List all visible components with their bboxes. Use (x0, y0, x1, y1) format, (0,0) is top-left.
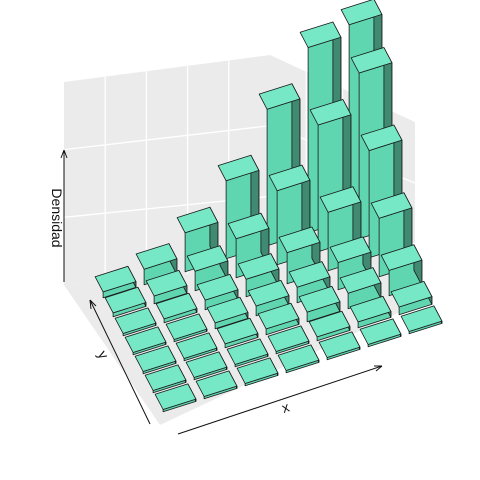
bar (155, 292, 198, 324)
bar-top-face (165, 313, 208, 340)
bar (339, 267, 382, 310)
bar-top-face (267, 325, 310, 352)
bar-top-face (370, 192, 413, 219)
bar-top-face (360, 124, 403, 152)
bar-top-face (176, 206, 219, 234)
bar-top-face (217, 154, 260, 182)
bar-top-face (319, 186, 362, 213)
bar (236, 357, 279, 387)
bar (247, 279, 290, 317)
bar-top-face (299, 21, 342, 48)
left-wall (64, 55, 270, 285)
bar-top-face (145, 269, 188, 297)
bar-top-face (277, 344, 320, 371)
bar-top-face (318, 331, 361, 358)
bar (359, 318, 402, 348)
bar-top-face (288, 261, 331, 288)
bar (318, 331, 361, 361)
bar-top-face (135, 243, 178, 270)
bar-top-face (340, 0, 383, 26)
bar-top-face (257, 302, 300, 330)
bar (257, 302, 300, 336)
bar-top-face (175, 332, 218, 359)
x-axis-line (177, 365, 383, 435)
bar (114, 307, 157, 337)
bar-top-face (309, 99, 352, 126)
bar-top-face (206, 296, 249, 324)
bar (226, 338, 269, 368)
bar-top-face (227, 212, 270, 240)
bar-top-face (226, 338, 269, 365)
bar-top-face (350, 47, 393, 74)
bar-top-face (216, 317, 259, 345)
bar (134, 345, 177, 375)
bar-top-face (104, 286, 147, 314)
bar-top-face (268, 164, 311, 192)
bar-top-face (144, 364, 187, 391)
bar (216, 317, 259, 349)
z-axis-arrow-2 (63, 149, 68, 159)
bar-top-face (186, 245, 229, 272)
x-axis-arrow-2 (375, 365, 383, 372)
left-wall-grid-h (63, 125, 271, 151)
bar (267, 325, 310, 355)
axes-group: Densidad y x (49, 149, 383, 435)
bar-top-face (278, 226, 321, 254)
bar-top-face (155, 292, 198, 320)
y-axis-arrow-1 (89, 299, 92, 310)
bar (165, 313, 208, 343)
bar (400, 305, 443, 335)
bar (298, 285, 341, 323)
bar (145, 269, 188, 305)
y-axis-line (89, 299, 151, 425)
bar (175, 332, 218, 362)
z-axis-title: Densidad (49, 188, 65, 247)
bar-top-face (298, 285, 341, 313)
bar (390, 280, 433, 316)
bar (185, 351, 228, 381)
y-axis-title: y (95, 348, 112, 362)
bar-top-face (195, 370, 238, 397)
bar (104, 286, 147, 318)
bar-top-face (196, 273, 239, 301)
bar-top-face (308, 310, 351, 338)
bar (349, 295, 392, 329)
bar (135, 243, 178, 286)
bar (195, 370, 238, 400)
bar-top-face (400, 305, 443, 332)
bar-top-face (236, 357, 279, 384)
bar-top-face (329, 236, 372, 263)
bar-top-face (247, 279, 290, 307)
bar (308, 310, 351, 342)
bar-top-face (258, 83, 301, 110)
bar-top-face (124, 326, 167, 353)
bar (94, 265, 137, 299)
bar-top-face (339, 267, 382, 294)
bar-top-face (349, 295, 392, 323)
bar-top-face (94, 265, 137, 293)
bar-top-face (114, 307, 157, 334)
bar-top-face (185, 351, 228, 378)
x-axis-title: x (280, 399, 292, 416)
bar (196, 273, 239, 311)
bar (277, 344, 320, 374)
z-axis-arrow-1 (60, 149, 65, 159)
bar-top-face (237, 253, 280, 280)
bar (154, 383, 197, 413)
bar-top-face (390, 280, 433, 308)
bar-top-face (380, 244, 423, 271)
bar (144, 364, 187, 394)
bar (206, 296, 249, 330)
bar-top-face (134, 345, 177, 372)
y-axis-arrow-2 (89, 299, 97, 307)
bars-group (94, 0, 443, 413)
bar-top-face (154, 383, 197, 410)
bar (124, 326, 167, 356)
bar-top-face (359, 318, 402, 345)
